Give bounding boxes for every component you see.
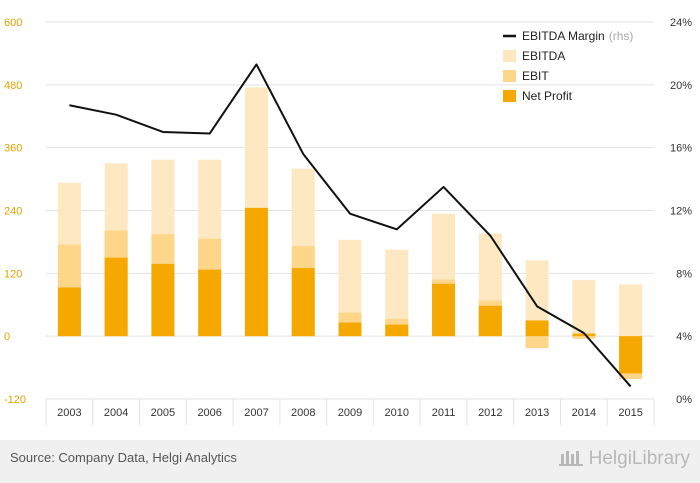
ebitda-bar — [385, 249, 409, 337]
x-tick-label: 2010 — [385, 407, 409, 419]
x-tick-label: 2009 — [338, 407, 362, 419]
x-tick-label: 2008 — [291, 407, 315, 419]
net-profit-bar — [244, 207, 268, 337]
net-profit-bar — [572, 333, 596, 337]
net-profit-bar — [338, 322, 362, 337]
y-right-tick-label: 0% — [676, 394, 692, 406]
y-left-tick-label: -120 — [4, 394, 26, 406]
ebitda-bar — [525, 260, 549, 337]
net-profit-bar — [525, 320, 549, 337]
x-tick-label: 2005 — [151, 407, 175, 419]
net-profit-bar — [151, 263, 175, 337]
ebit-bar — [525, 336, 549, 349]
y-right-tick-label: 8% — [676, 268, 692, 280]
legend-label-suffix: (rhs) — [609, 29, 634, 43]
x-tick-label: 2014 — [572, 407, 596, 419]
x-tick-label: 2004 — [104, 407, 128, 419]
ebit-bar — [572, 336, 596, 339]
net-profit-bar — [385, 324, 409, 337]
y-right-tick-label: 12% — [670, 206, 692, 218]
legend-label: EBITDA — [522, 49, 565, 63]
legend-label: EBITDA Margin — [522, 29, 605, 43]
legend-label: EBIT — [522, 69, 549, 83]
x-tick-label: 2006 — [197, 407, 221, 419]
y-right-tick-label: 16% — [670, 143, 692, 155]
x-tick-label: 2015 — [618, 407, 642, 419]
legend-label: Net Profit — [522, 89, 573, 103]
x-tick-label: 2007 — [244, 407, 268, 419]
y-left-tick-label: 480 — [4, 80, 22, 92]
y-left-tick-label: 120 — [4, 268, 22, 280]
brand-name: HelgiLibrary — [588, 448, 690, 469]
y-right-tick-label: 24% — [670, 17, 692, 29]
source-note: Source: Company Data, Helgi Analytics — [10, 450, 237, 465]
ebitda-bar — [619, 284, 643, 337]
net-profit-bar — [619, 336, 643, 374]
y-left-tick-label: 600 — [4, 17, 22, 29]
legend-box-swatch — [503, 50, 516, 62]
net-profit-bar — [291, 268, 315, 337]
x-tick-label: 2013 — [525, 407, 549, 419]
net-profit-bar — [104, 257, 128, 337]
x-tick-label: 2012 — [478, 407, 502, 419]
y-left-tick-label: 0 — [4, 331, 10, 343]
legend-box-swatch — [503, 70, 516, 82]
net-profit-bar — [478, 305, 502, 337]
ebitda-ebit-netprofit-chart: 600 24% 480 20% 360 16% 240 12% 120 8% 0 4% -120 0% 20… — [4, 17, 692, 425]
ebitda-bar — [338, 239, 362, 337]
legend-box-swatch — [503, 90, 516, 102]
y-left-tick-label: 240 — [4, 206, 22, 218]
library-icon — [558, 446, 585, 472]
ebitda-bar — [572, 280, 596, 337]
y-left-tick-label: 360 — [4, 143, 22, 155]
brand-logo[interactable]: HelgiLibrary — [558, 446, 690, 472]
net-profit-bar — [198, 269, 222, 337]
chart-area: 600 24% 480 20% 360 16% 240 12% 120 8% 0 4% -120 0% 20… — [0, 0, 700, 440]
y-right-tick-label: 20% — [670, 80, 692, 92]
net-profit-bar — [432, 283, 456, 337]
x-tick-label: 2003 — [57, 407, 81, 419]
x-tick-label: 2011 — [432, 407, 456, 419]
y-right-tick-label: 4% — [676, 331, 692, 343]
net-profit-bar — [57, 287, 81, 337]
